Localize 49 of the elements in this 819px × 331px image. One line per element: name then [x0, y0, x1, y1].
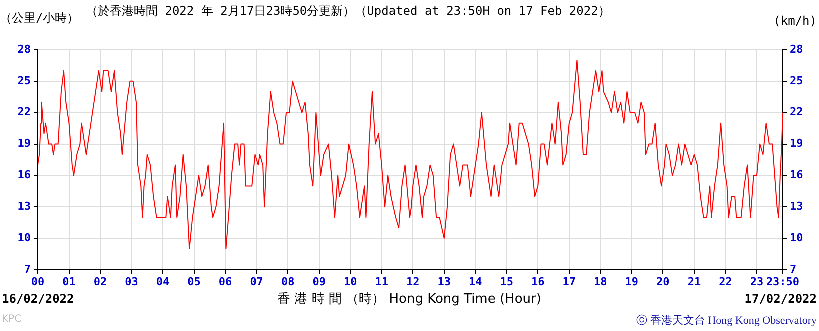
x-tick-label: 17 — [562, 275, 576, 288]
y-tick-label: 19 — [18, 137, 31, 150]
x-tick-label: 08 — [281, 275, 295, 288]
x-tick-label: 04 — [156, 275, 170, 288]
y-tick-label: 28 — [18, 42, 31, 56]
x-tick-label: 16 — [532, 275, 546, 288]
x-tick-label: 02 — [94, 275, 108, 288]
x-tick-label: 22 — [719, 275, 732, 288]
x-tick-label: 00 — [31, 275, 45, 288]
x-tick-label: 10 — [344, 275, 358, 288]
y-tick-label: 16 — [18, 168, 32, 182]
x-tick-label: 07 — [250, 275, 264, 288]
text: ⓒ 香港天文台 Hong Kong Observatory — [636, 314, 817, 328]
text: 16/02/2022 — [2, 292, 74, 306]
y-tick-label: 22 — [18, 106, 31, 119]
x-tick-label: 09 — [312, 275, 326, 288]
x-tick-label: 23 — [750, 275, 764, 288]
chart-title: （於香港時間 2022 年 2月17日23時50分更新）（Updated at 23:50H on 17 Feb 2022） — [86, 3, 610, 20]
x-tick-label: 11 — [375, 275, 389, 288]
x-tick-label: 03 — [125, 275, 138, 288]
y2-tick-label: 10 — [790, 231, 804, 244]
y2-tick-label: 19 — [790, 137, 804, 150]
x-tick-label: 13 — [438, 275, 451, 288]
x-tick-label: 19 — [625, 275, 639, 288]
y2-tick-label: 28 — [790, 42, 804, 56]
x-tick-label: 14 — [469, 275, 483, 288]
y2-axis-title: (km/h) — [774, 14, 817, 28]
y-tick-label: 13 — [18, 200, 31, 213]
y-tick-label: 7 — [24, 262, 31, 276]
x-tick-label: 15 — [500, 275, 514, 288]
x-axis-title: 香 港 時 間 （時） Hong Kong Time (Hour) — [278, 292, 542, 307]
x-tick-label: 06 — [218, 275, 233, 288]
x-tick-label: 23:50 — [766, 275, 800, 288]
text: KPC — [2, 314, 22, 325]
y2-tick-label: 13 — [790, 200, 804, 213]
x-tick-label: 12 — [406, 275, 420, 288]
y-axis-title: （公里/小時） — [0, 10, 80, 27]
x-tick-label: 20 — [656, 275, 670, 288]
y2-tick-label: 22 — [790, 106, 804, 119]
x-tick-label: 05 — [188, 275, 201, 288]
y-tick-label: 10 — [18, 231, 31, 244]
text: 17/02/2022 — [744, 292, 817, 306]
y2-tick-label: 16 — [790, 168, 804, 182]
x-tick-label: 18 — [594, 275, 608, 288]
y2-tick-label: 25 — [790, 74, 804, 88]
y-tick-label: 25 — [18, 74, 31, 88]
y2-tick-label: 7 — [790, 262, 797, 276]
x-tick-label: 01 — [62, 275, 76, 288]
x-tick-label: 21 — [688, 275, 702, 288]
